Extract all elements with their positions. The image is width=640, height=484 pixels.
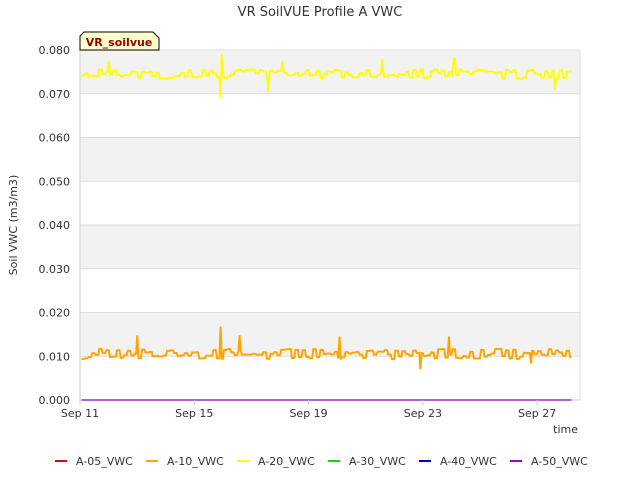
y-tick-label: 0.010	[39, 350, 71, 363]
x-tick-label: Sep 23	[404, 407, 442, 420]
y-tick-label: 0.060	[39, 132, 71, 145]
y-tick-label: 0.070	[39, 88, 71, 101]
chart-title: VR SoilVUE Profile A VWC	[238, 5, 403, 20]
tag-label: VR_soilvue	[86, 36, 153, 49]
plot-band	[80, 312, 580, 357]
x-axis-label: time	[553, 423, 578, 436]
x-tick-label: Sep 19	[289, 407, 327, 420]
y-tick-label: 0.050	[39, 175, 71, 188]
legend-label-a-20_vwc: A-20_VWC	[258, 455, 315, 468]
y-tick-label: 0.080	[39, 44, 71, 57]
plot-band	[80, 137, 580, 182]
x-tick-label: Sep 11	[61, 407, 99, 420]
y-tick-label: 0.040	[39, 219, 71, 232]
y-axis-label: Soil VWC (m3/m3)	[7, 175, 20, 276]
tag-shape	[79, 31, 160, 51]
legend-label-a-10_vwc: A-10_VWC	[167, 455, 224, 468]
x-tick-label: Sep 15	[175, 407, 213, 420]
legend: A-05_VWC A-10_VWC A-20_VWC A-30_VWC A-40_VWC…	[55, 455, 588, 468]
legend-label-a-30_vwc: A-30_VWC	[349, 455, 406, 468]
plot-band	[80, 225, 580, 269]
y-tick-label: 0.020	[39, 307, 71, 320]
legend-label-a-50_vwc: A-50_VWC	[531, 455, 588, 468]
axes: 0.000 0.010 0.020 0.030 0.040 0.050 0.060 0.070…	[39, 44, 580, 420]
series-line-a-20_vwc	[81, 54, 572, 99]
series-line-a-10_vwc	[81, 326, 572, 370]
grid	[80, 49, 581, 401]
y-tick-label: 0.030	[39, 263, 71, 276]
y-tick-label: 0.000	[39, 394, 71, 407]
data-source-tag: VR_soilvue	[79, 31, 160, 51]
x-tick-label: Sep 27	[518, 407, 556, 420]
legend-label-a-05_vwc: A-05_VWC	[76, 455, 133, 468]
legend-label-a-40_vwc: A-40_VWC	[440, 455, 497, 468]
